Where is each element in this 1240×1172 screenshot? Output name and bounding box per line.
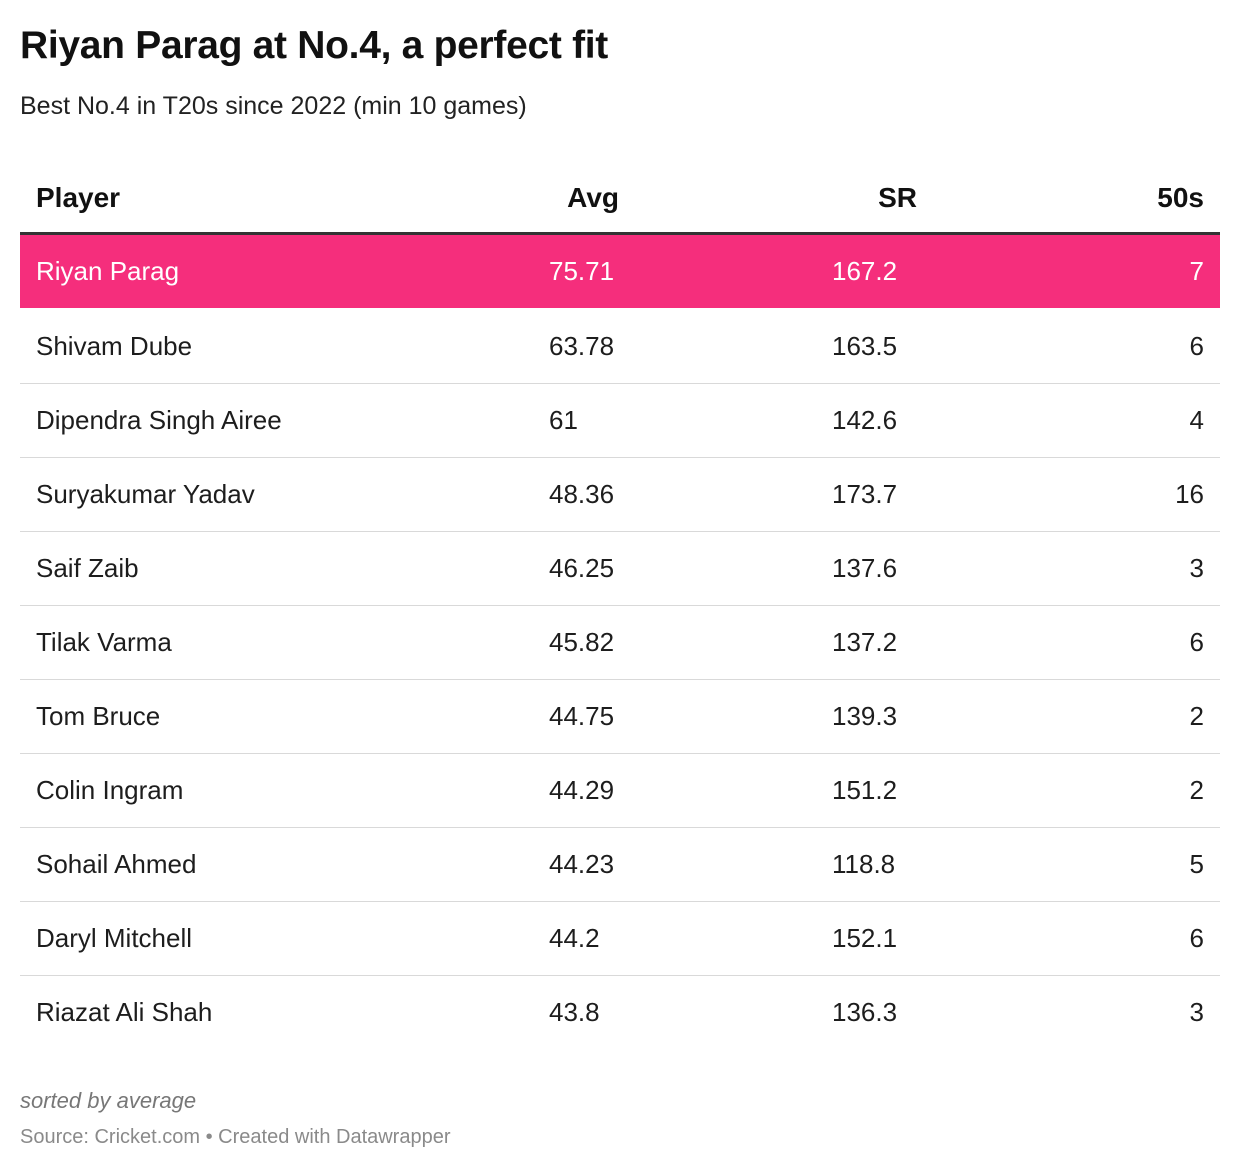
- cell-sr: 137.6: [832, 553, 898, 583]
- chart-subtitle: Best No.4 in T20s since 2022 (min 10 gam…: [20, 92, 527, 120]
- cell-sr: 118.8: [832, 849, 896, 879]
- cell-sr: 139.3: [832, 701, 898, 731]
- cell-player: Dipendra Singh Airee: [36, 405, 282, 435]
- cell-fifties: 6: [1189, 627, 1204, 657]
- cell-fifties: 6: [1189, 331, 1204, 361]
- cell-avg: 44.75: [549, 701, 615, 731]
- cell-sr: 173.7: [832, 479, 898, 509]
- cell-sr: 152.1: [832, 923, 898, 953]
- cell-avg: 63.78: [549, 331, 615, 361]
- cell-avg: 75.71: [549, 256, 615, 286]
- cell-player: Suryakumar Yadav: [36, 479, 255, 509]
- cell-avg: 43.8: [549, 997, 600, 1027]
- cell-fifties: 16: [1175, 479, 1204, 509]
- table-row: Tilak Varma 45.82 137.2 6: [20, 606, 1220, 680]
- table-row: Sohail Ahmed 44.23 118.8 5: [20, 828, 1220, 902]
- table-row: Daryl Mitchell 44.2 152.1 6: [20, 902, 1220, 976]
- cell-player: Daryl Mitchell: [36, 923, 193, 953]
- cell-sr: 142.6: [832, 405, 898, 435]
- table-row: Saif Zaib 46.25 137.6 3: [20, 532, 1220, 606]
- table-row: Riazat Ali Shah 43.8 136.3 3: [20, 976, 1220, 1049]
- cell-player: Shivam Dube: [36, 331, 193, 361]
- header-player: Player: [36, 182, 121, 213]
- cell-avg: 61: [549, 405, 578, 435]
- cell-player: Saif Zaib: [36, 553, 139, 583]
- cell-fifties: 3: [1189, 553, 1204, 583]
- table-row: Colin Ingram 44.29 151.2 2: [20, 754, 1220, 828]
- cell-sr: 151.2: [832, 775, 898, 805]
- cell-avg: 44.23: [549, 849, 615, 879]
- cell-fifties: 2: [1189, 775, 1204, 805]
- table-row: Tom Bruce 44.75 139.3 2: [20, 680, 1220, 754]
- table-header: Player Avg SR 50s: [20, 160, 1220, 235]
- cell-fifties: 2: [1189, 701, 1204, 731]
- chart-notes: sorted by average: [20, 1088, 197, 1113]
- header-avg: Avg: [567, 182, 619, 213]
- cell-avg: 46.25: [549, 553, 615, 583]
- header-fifties: 50s: [1157, 182, 1204, 213]
- cell-player: Tilak Varma: [36, 627, 172, 657]
- chart-source: Source: Cricket.com • Created with Dataw…: [20, 1126, 451, 1148]
- cell-fifties: 7: [1189, 256, 1204, 286]
- cell-sr: 137.2: [832, 627, 898, 657]
- cell-avg: 44.2: [549, 923, 600, 953]
- cell-avg: 48.36: [549, 479, 615, 509]
- cell-fifties: 3: [1189, 997, 1204, 1027]
- stats-table: Player Avg SR 50s Riyan Parag 75.71 167.2 7…: [20, 160, 1220, 1049]
- cell-player: Riazat Ali Shah: [36, 997, 213, 1027]
- table-row-highlighted: Riyan Parag 75.71 167.2 7: [20, 235, 1220, 310]
- cell-avg: 45.82: [549, 627, 615, 657]
- chart-title: Riyan Parag at No.4, a perfect fit: [20, 24, 608, 67]
- cell-sr: 167.2: [832, 256, 898, 286]
- header-sr: SR: [878, 182, 917, 213]
- cell-player: Sohail Ahmed: [36, 849, 197, 879]
- table-row: Suryakumar Yadav 48.36 173.7 16: [20, 458, 1220, 532]
- cell-player: Colin Ingram: [36, 775, 184, 805]
- cell-fifties: 4: [1189, 405, 1204, 435]
- table-body: Riyan Parag 75.71 167.2 7 Shivam Dube 63.78 16…: [20, 235, 1220, 1049]
- cell-fifties: 5: [1189, 849, 1204, 879]
- table-row: Shivam Dube 63.78 163.5 6: [20, 310, 1220, 384]
- cell-player: Tom Bruce: [36, 701, 161, 731]
- cell-sr: 136.3: [832, 997, 898, 1027]
- cell-sr: 163.5: [832, 331, 898, 361]
- cell-player: Riyan Parag: [36, 256, 180, 286]
- cell-avg: 44.29: [549, 775, 615, 805]
- table-row: Dipendra Singh Airee 61 142.6 4: [20, 384, 1220, 458]
- cell-fifties: 6: [1189, 923, 1204, 953]
